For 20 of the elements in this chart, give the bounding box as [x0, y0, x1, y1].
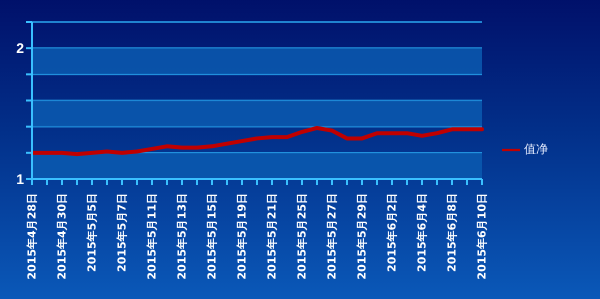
x-tick-label: 2015年5月15日: [206, 193, 218, 280]
legend-label: 值净: [524, 142, 548, 156]
x-tick-label: 2015年5月25日: [296, 193, 308, 280]
x-tick-label: 2015年5月5日: [86, 193, 98, 272]
x-tick-label: 2015年5月11日: [146, 193, 158, 280]
x-tick-label: 2015年5月19日: [236, 193, 248, 280]
x-tick-label: 2015年6月2日: [386, 193, 398, 272]
x-tick-label: 2015年6月10日: [476, 193, 488, 280]
y-tick-label: 1: [16, 170, 24, 187]
x-tick-label: 2015年5月29日: [356, 193, 368, 280]
x-tick-label: 2015年6月4日: [416, 193, 428, 272]
line-series: [30, 126, 484, 156]
x-tick-label: 2015年5月7日: [116, 193, 128, 272]
x-tick-label: 2015年4月28日: [26, 193, 38, 280]
x-tick-label: 2015年5月21日: [266, 193, 278, 280]
x-tick-label: 2015年6月8日: [446, 193, 458, 272]
x-tick-label: 2015年4月30日: [56, 193, 68, 280]
x-tick-label: 2015年5月27日: [326, 193, 338, 280]
x-tick-label: 2015年5月13日: [176, 193, 188, 280]
y-tick-label: 2: [16, 40, 24, 56]
